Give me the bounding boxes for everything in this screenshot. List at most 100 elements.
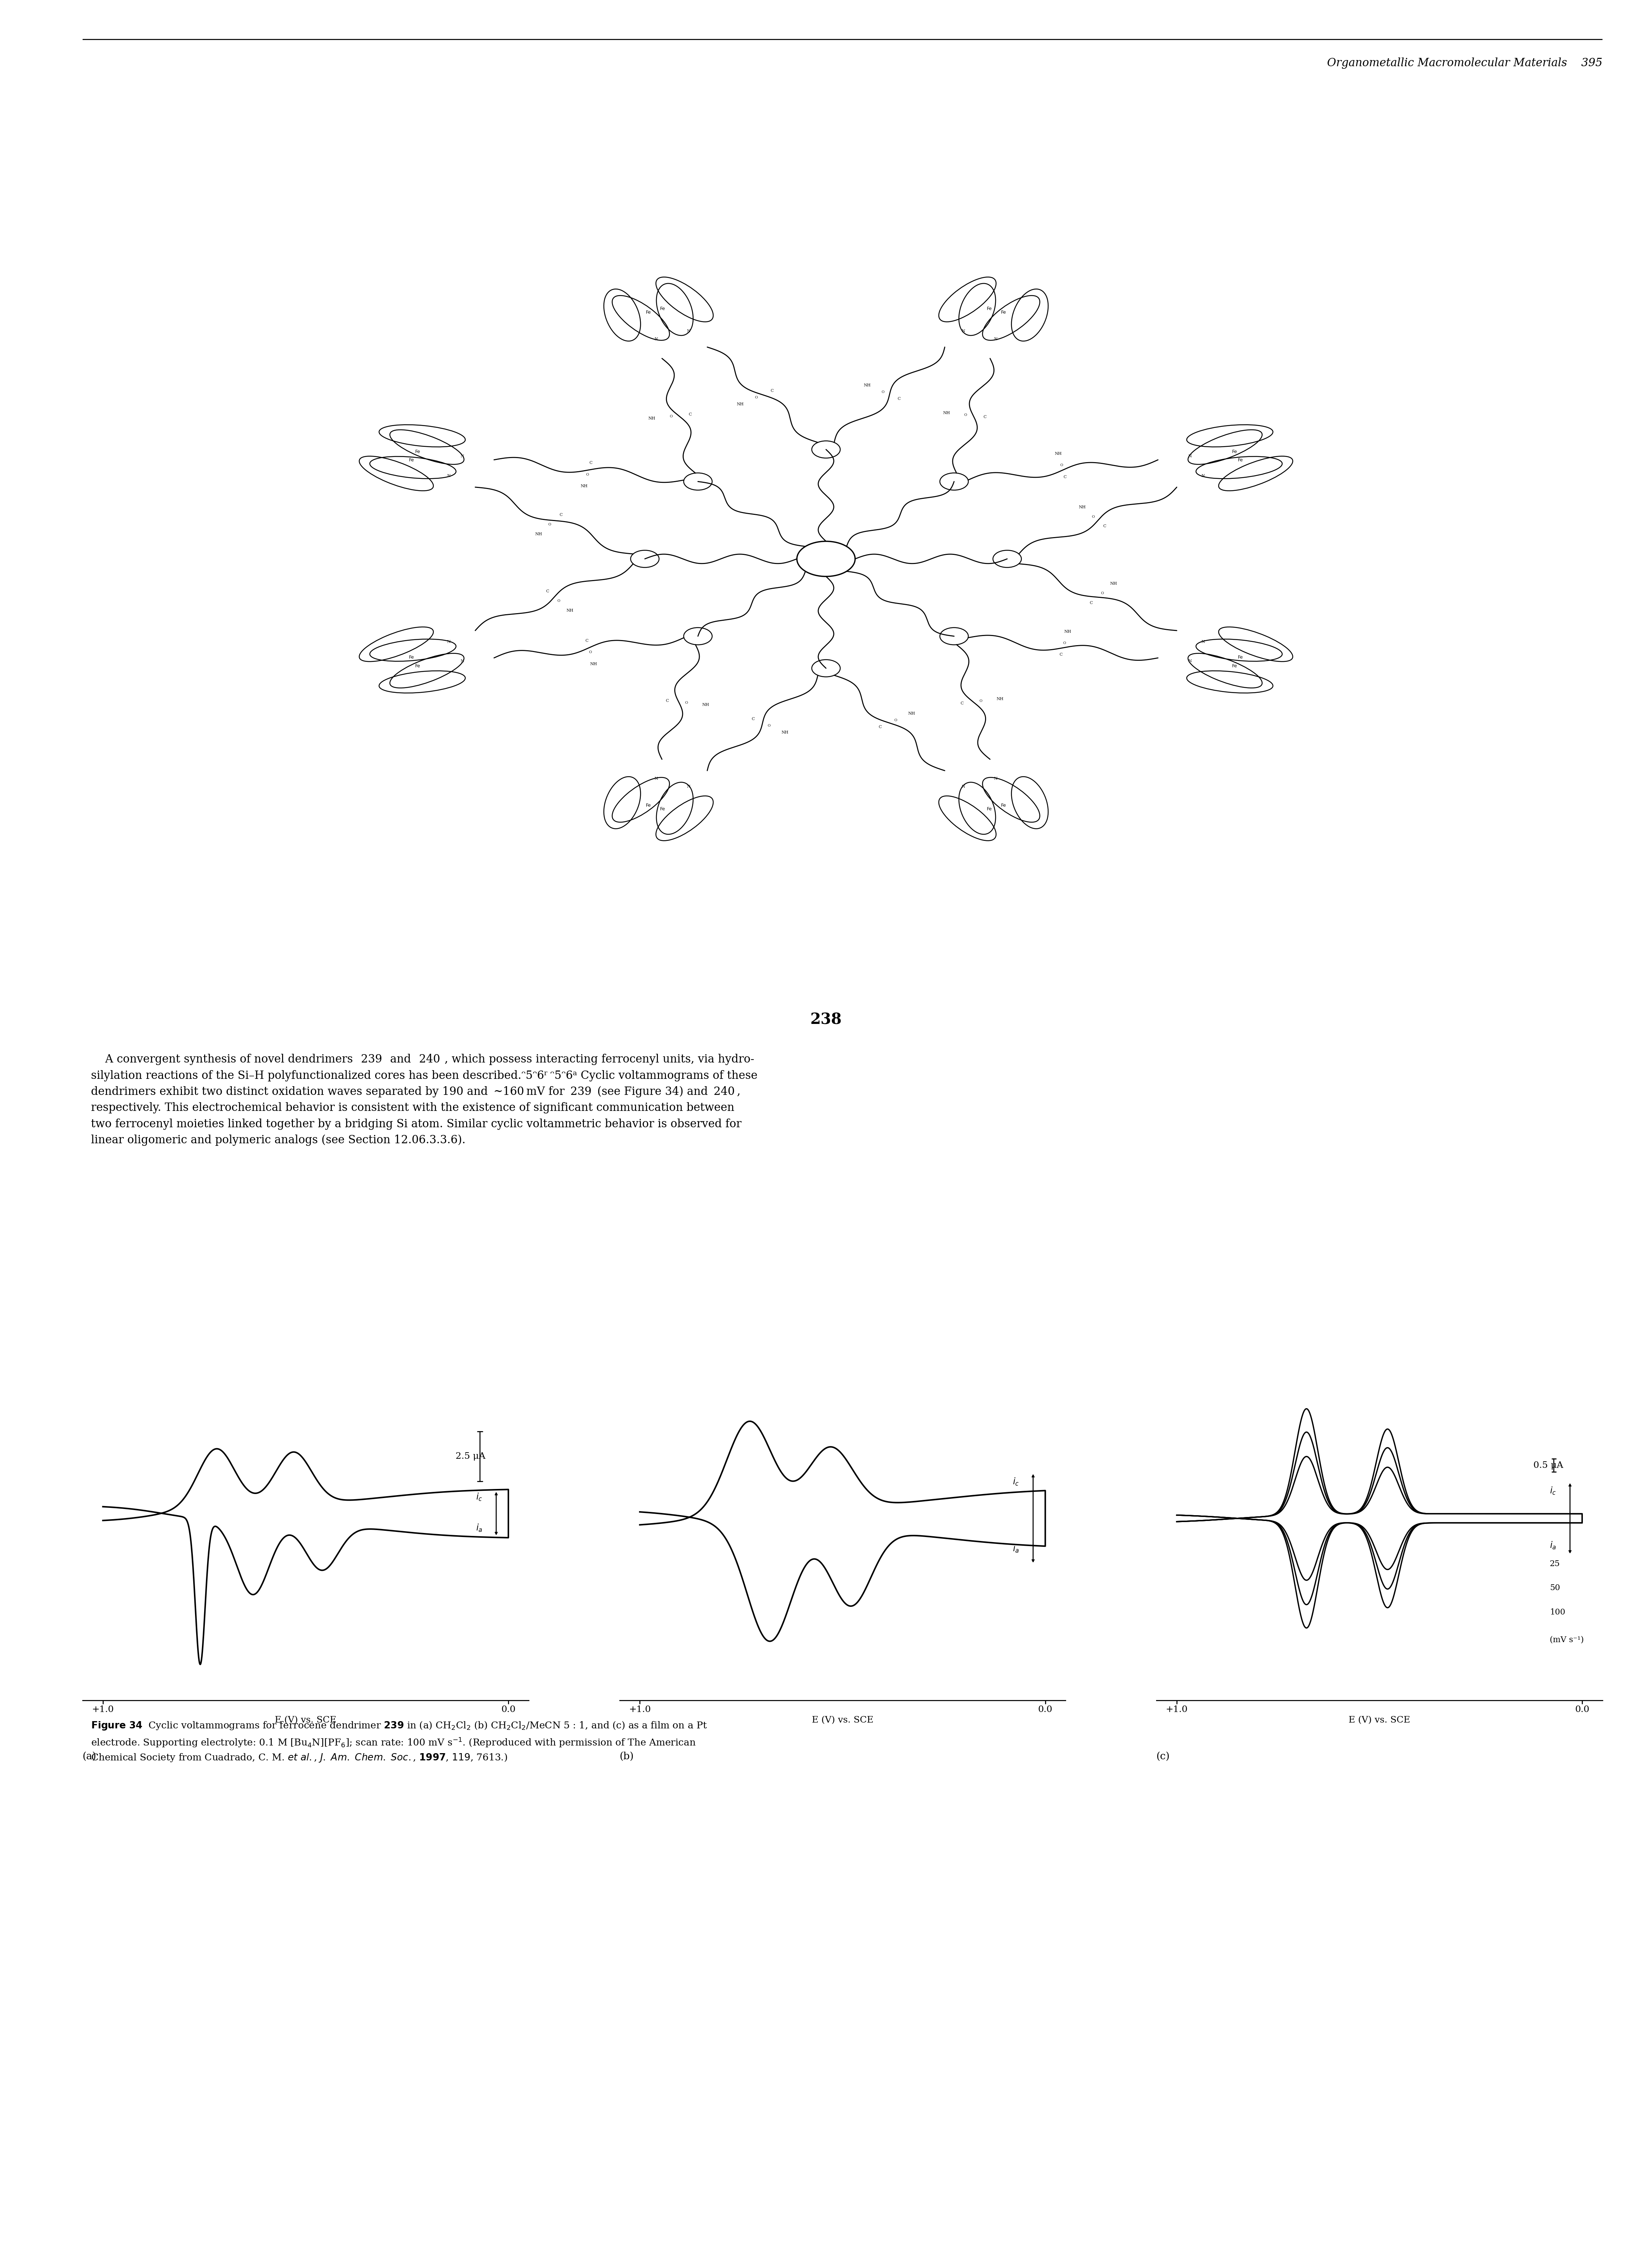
Text: N: N	[654, 777, 657, 781]
Text: N: N	[961, 329, 965, 333]
Text: C: C	[1090, 601, 1092, 606]
Text: NH: NH	[1110, 581, 1117, 586]
Text: NH: NH	[567, 608, 573, 613]
Text: C: C	[770, 390, 773, 392]
Text: C: C	[560, 513, 562, 516]
X-axis label: E (V) vs. SCE: E (V) vs. SCE	[274, 1716, 337, 1725]
Text: C: C	[960, 700, 963, 705]
Text: $i_c$: $i_c$	[1550, 1486, 1556, 1495]
X-axis label: E (V) vs. SCE: E (V) vs. SCE	[1348, 1716, 1411, 1725]
Text: 0.5 μA: 0.5 μA	[1533, 1462, 1563, 1471]
Text: NH: NH	[1079, 504, 1085, 509]
Text: $\mathbf{Figure\ 34}$  Cyclic voltammograms for ferrocene dendrimer $\mathbf{239: $\mathbf{Figure\ 34}$ Cyclic voltammogra…	[91, 1721, 707, 1763]
Text: N: N	[687, 329, 691, 333]
Text: C: C	[897, 396, 900, 401]
Text: NH: NH	[702, 703, 709, 707]
Text: Fe: Fe	[986, 306, 991, 311]
Text: 2.5 μA: 2.5 μA	[456, 1453, 486, 1462]
Text: Organometallic Macromolecular Materials    395: Organometallic Macromolecular Materials …	[1327, 56, 1602, 70]
Text: O: O	[1062, 642, 1066, 644]
Text: C: C	[879, 725, 882, 730]
Text: 238: 238	[809, 1011, 843, 1027]
Text: N: N	[995, 338, 998, 340]
Text: O: O	[588, 651, 591, 653]
Text: C: C	[689, 412, 692, 417]
Text: O: O	[1061, 464, 1064, 466]
Text: C: C	[983, 414, 986, 419]
Text: Fe: Fe	[410, 655, 415, 660]
Text: NH: NH	[648, 417, 656, 421]
Text: C: C	[590, 462, 593, 464]
Text: NH: NH	[1064, 631, 1070, 633]
Text: O: O	[980, 700, 983, 703]
Text: $i_a$: $i_a$	[1550, 1540, 1556, 1552]
Text: N: N	[654, 338, 657, 340]
Text: N: N	[1188, 660, 1191, 662]
Text: O: O	[557, 599, 560, 604]
Text: Fe: Fe	[1001, 311, 1006, 315]
Text: Fe: Fe	[661, 306, 666, 311]
Text: Fe: Fe	[1237, 655, 1242, 660]
Text: C: C	[1104, 525, 1107, 529]
Text: Fe: Fe	[1232, 664, 1237, 669]
Text: 50: 50	[1550, 1583, 1559, 1592]
Text: O: O	[1100, 592, 1104, 595]
Text: 100: 100	[1550, 1608, 1564, 1617]
Text: O: O	[882, 390, 884, 394]
Text: Fe: Fe	[1232, 450, 1237, 455]
Text: C: C	[545, 590, 548, 592]
Text: N: N	[448, 475, 451, 477]
Text: O: O	[548, 522, 552, 527]
Text: Fe: Fe	[415, 450, 420, 455]
Text: Fe: Fe	[661, 806, 666, 811]
Text: Fe: Fe	[1237, 457, 1242, 462]
Text: NH: NH	[1054, 453, 1062, 455]
Text: $i_a$: $i_a$	[476, 1522, 482, 1534]
Text: N: N	[1201, 475, 1204, 477]
Text: O: O	[965, 414, 966, 417]
Text: (a): (a)	[83, 1752, 96, 1761]
Text: NH: NH	[737, 403, 743, 405]
Text: O: O	[755, 396, 758, 399]
Text: Fe: Fe	[646, 804, 651, 808]
Text: N: N	[1188, 455, 1191, 457]
Text: (b): (b)	[620, 1752, 634, 1761]
Text: N: N	[1201, 640, 1204, 644]
Text: N: N	[995, 777, 998, 781]
Text: O: O	[768, 725, 770, 727]
Text: Fe: Fe	[986, 806, 991, 811]
Text: N: N	[687, 786, 691, 788]
Text: Fe: Fe	[410, 457, 415, 462]
X-axis label: E (V) vs. SCE: E (V) vs. SCE	[811, 1716, 874, 1725]
Text: $i_c$: $i_c$	[476, 1493, 482, 1502]
Text: NH: NH	[535, 531, 542, 536]
Text: C: C	[585, 640, 588, 642]
Text: C: C	[666, 698, 669, 703]
Text: N: N	[961, 786, 965, 788]
Text: O: O	[669, 414, 672, 419]
Text: 25: 25	[1550, 1561, 1559, 1567]
Text: O: O	[894, 718, 897, 723]
Text: NH: NH	[996, 698, 1004, 700]
Text: N: N	[448, 640, 451, 644]
Text: $i_a$: $i_a$	[1013, 1543, 1019, 1554]
Text: C: C	[1064, 475, 1067, 480]
Text: O: O	[686, 700, 687, 705]
Text: (c): (c)	[1156, 1752, 1170, 1761]
Text: NH: NH	[781, 730, 788, 734]
Text: Fe: Fe	[415, 664, 420, 669]
Text: NH: NH	[909, 712, 915, 716]
Text: NH: NH	[943, 412, 950, 414]
Text: (mV s⁻¹): (mV s⁻¹)	[1550, 1635, 1584, 1644]
Text: Fe: Fe	[1001, 804, 1006, 808]
Text: N: N	[461, 660, 464, 662]
Text: Fe: Fe	[646, 311, 651, 315]
Text: NH: NH	[590, 662, 598, 667]
Text: C: C	[752, 716, 755, 721]
Text: NH: NH	[582, 484, 588, 489]
Text: NH: NH	[864, 383, 871, 387]
Text: C: C	[1059, 653, 1062, 658]
Text: A convergent synthesis of novel dendrimers   239   and   240  , which possess in: A convergent synthesis of novel dendrime…	[91, 1054, 757, 1146]
Text: N: N	[461, 455, 464, 457]
Text: $i_c$: $i_c$	[1013, 1477, 1019, 1486]
